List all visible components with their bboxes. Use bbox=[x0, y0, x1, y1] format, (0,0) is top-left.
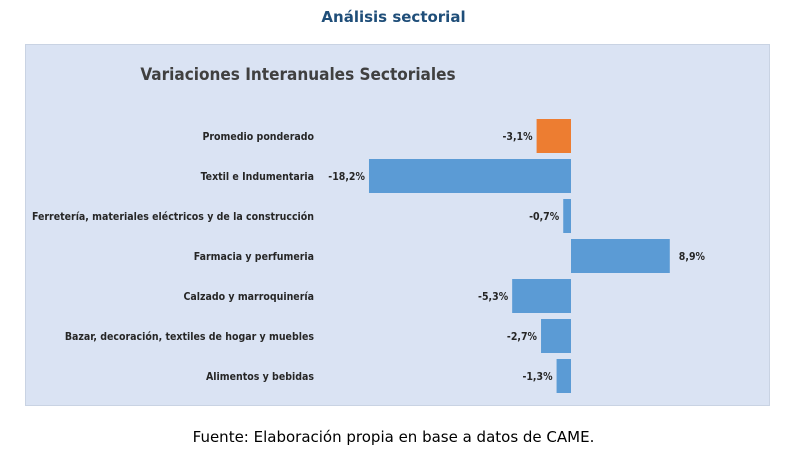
category-label: Ferretería, materiales eléctricos y de l… bbox=[32, 211, 314, 223]
data-label: -5,3% bbox=[478, 291, 509, 303]
source-note: Fuente: Elaboración propia en base a dat… bbox=[192, 428, 595, 446]
bar bbox=[563, 199, 571, 233]
bar bbox=[571, 239, 670, 273]
data-label: -3,1% bbox=[502, 131, 533, 143]
bar bbox=[368, 159, 571, 193]
data-label: -18,2% bbox=[328, 171, 365, 183]
chart-container: Variaciones Interanuales Sectoriales Pro… bbox=[25, 44, 770, 406]
category-label: Promedio ponderado bbox=[202, 131, 314, 143]
category-label: Alimentos y bebidas bbox=[206, 371, 314, 383]
category-label: Textil e Indumentaria bbox=[201, 171, 314, 183]
data-label: -1,3% bbox=[522, 371, 553, 383]
bars-layer: Promedio ponderado -3,1% Textil e Indument… bbox=[32, 119, 706, 393]
bar bbox=[536, 119, 571, 153]
bar bbox=[512, 279, 571, 313]
data-label: -2,7% bbox=[507, 331, 538, 343]
bar bbox=[556, 359, 571, 393]
page-heading: Análisis sectorial bbox=[321, 8, 466, 26]
data-label: 8,9% bbox=[679, 251, 706, 263]
data-label: -0,7% bbox=[529, 211, 560, 223]
bar-chart: Variaciones Interanuales Sectoriales Pro… bbox=[32, 65, 706, 393]
category-label: Bazar, decoración, textiles de hogar y m… bbox=[65, 331, 315, 343]
chart-title: Variaciones Interanuales Sectoriales bbox=[140, 65, 455, 85]
bar bbox=[541, 319, 571, 353]
category-label: Farmacia y perfumeria bbox=[194, 251, 314, 263]
category-label: Calzado y marroquinería bbox=[183, 291, 314, 303]
